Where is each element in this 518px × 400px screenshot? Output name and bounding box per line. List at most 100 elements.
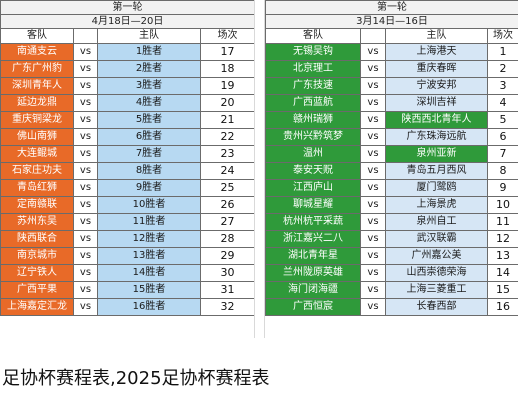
table-row: 青岛红狮 vs 9胜者 25: [0, 179, 255, 197]
away-team-cell: 兰州陇原英雄: [265, 264, 361, 282]
away-team-cell: 南通支云: [0, 43, 74, 61]
home-team-cell: 宁波安邦: [385, 77, 488, 95]
round-title: 第一轮: [0, 0, 255, 15]
home-team-cell: 厦门鹭鸥: [385, 179, 488, 197]
match-number-cell: 1: [487, 43, 518, 61]
away-team-cell: 南京城市: [0, 247, 74, 265]
vs-cell: vs: [360, 298, 386, 316]
vs-cell: vs: [360, 196, 386, 214]
table-row: 广东广州豹 vs 2胜者 18: [0, 60, 255, 78]
home-team-cell: 重庆春晖: [385, 60, 488, 78]
away-team-cell: 赣州瑞狮: [265, 111, 361, 129]
vs-cell: vs: [360, 162, 386, 180]
table-row: 兰州陇原英雄 vs 山西崇德荣海 14: [265, 264, 518, 282]
table-row: 深圳青年人 vs 3胜者 19: [0, 77, 255, 95]
home-team-cell: 15胜者: [97, 281, 201, 299]
vs-cell: vs: [360, 43, 386, 61]
home-team-cell: 泉州自工: [385, 213, 488, 231]
away-team-cell: 定南赣联: [0, 196, 74, 214]
home-team-cell: 2胜者: [97, 60, 201, 78]
vs-cell: vs: [360, 60, 386, 78]
away-team-cell: 泰安天贶: [265, 162, 361, 180]
table-row: 温州 vs 泉州亚新 7: [265, 145, 518, 163]
away-team-cell: 广东技速: [265, 77, 361, 95]
table-row: 广西恒宸 vs 长春西部 16: [265, 298, 518, 316]
match-number-cell: 26: [200, 196, 255, 214]
home-team-cell: 武汉联霸: [385, 230, 488, 248]
away-team-cell: 辽宁铁人: [0, 264, 74, 282]
home-team-cell: 长春西部: [385, 298, 488, 316]
home-team-cell: 1胜者: [97, 43, 201, 61]
match-number-cell: 16: [487, 298, 518, 316]
away-team-cell: 石家庄功夫: [0, 162, 74, 180]
vs-cell: vs: [73, 60, 98, 78]
home-team-cell: 泉州亚新: [385, 145, 488, 163]
home-team-cell: 5胜者: [97, 111, 201, 129]
match-number-cell: 14: [487, 264, 518, 282]
vs-cell: vs: [360, 230, 386, 248]
vs-cell: vs: [73, 247, 98, 265]
header-away: 客队: [0, 28, 74, 44]
match-number-cell: 25: [200, 179, 255, 197]
vs-cell: vs: [360, 77, 386, 95]
away-team-cell: 无锡吴钩: [265, 43, 361, 61]
match-number-cell: 9: [487, 179, 518, 197]
table-row: 辽宁铁人 vs 14胜者 30: [0, 264, 255, 282]
vs-cell: vs: [73, 213, 98, 231]
vs-cell: vs: [360, 145, 386, 163]
table-row: 南通支云 vs 1胜者 17: [0, 43, 255, 61]
home-team-cell: 7胜者: [97, 145, 201, 163]
table-row: 定南赣联 vs 10胜者 26: [0, 196, 255, 214]
table-row: 赣州瑞狮 vs 陕西西北青年人 5: [265, 111, 518, 129]
away-team-cell: 广西平果: [0, 281, 74, 299]
match-number-cell: 21: [200, 111, 255, 129]
vs-cell: vs: [73, 264, 98, 282]
away-team-cell: 浙江嘉兴二八: [265, 230, 361, 248]
home-team-cell: 深圳吉祥: [385, 94, 488, 112]
table-row: 大连鲲城 vs 7胜者 23: [0, 145, 255, 163]
vs-cell: vs: [360, 111, 386, 129]
home-team-cell: 青岛五月西风: [385, 162, 488, 180]
table-row: 广西平果 vs 15胜者 31: [0, 281, 255, 299]
match-number-cell: 10: [487, 196, 518, 214]
header-field: 场次: [200, 28, 255, 44]
match-number-cell: 13: [487, 247, 518, 265]
match-number-cell: 4: [487, 94, 518, 112]
match-number-cell: 8: [487, 162, 518, 180]
table-row: 南京城市 vs 13胜者 29: [0, 247, 255, 265]
home-team-cell: 16胜者: [97, 298, 201, 316]
vs-cell: vs: [73, 162, 98, 180]
match-number-cell: 7: [487, 145, 518, 163]
vs-cell: vs: [73, 77, 98, 95]
away-team-cell: 贵州兴黔筑梦: [265, 128, 361, 146]
column-gap: [254, 0, 265, 338]
spreadsheet-screenshot: 第一轮 4月18日—20日 客队 主队 场次 南通支云 vs 1胜者 17 广东广州豹 v…: [0, 0, 518, 338]
match-number-cell: 20: [200, 94, 255, 112]
match-number-cell: 32: [200, 298, 255, 316]
header-vs-blank: [73, 28, 98, 44]
home-team-cell: 广州嘉公美: [385, 247, 488, 265]
match-number-cell: 24: [200, 162, 255, 180]
table-row: 延边龙鼎 vs 4胜者 20: [0, 94, 255, 112]
home-team-cell: 山西崇德荣海: [385, 264, 488, 282]
away-team-cell: 上海嘉定汇龙: [0, 298, 74, 316]
date-range: 3月14日—16日: [265, 14, 518, 29]
home-team-cell: 10胜者: [97, 196, 201, 214]
vs-cell: vs: [73, 179, 98, 197]
table-row: 泰安天贶 vs 青岛五月西风 8: [265, 162, 518, 180]
match-number-cell: 31: [200, 281, 255, 299]
home-team-cell: 6胜者: [97, 128, 201, 146]
table-row: 上海嘉定汇龙 vs 16胜者 32: [0, 298, 255, 316]
match-number-cell: 11: [487, 213, 518, 231]
home-team-cell: 11胜者: [97, 213, 201, 231]
home-team-cell: 14胜者: [97, 264, 201, 282]
table-row: 重庆铜梁龙 vs 5胜者 21: [0, 111, 255, 129]
away-team-cell: 北京理工: [265, 60, 361, 78]
table-row: 海门闭海疆 vs 上海三菱重工 15: [265, 281, 518, 299]
header-away: 客队: [265, 28, 361, 44]
home-team-cell: 8胜者: [97, 162, 201, 180]
page-caption: 足协杯赛程表,2025足协杯赛程表: [2, 368, 270, 389]
home-team-cell: 上海三菱重工: [385, 281, 488, 299]
table-row: 广西蓝航 vs 深圳吉祥 4: [265, 94, 518, 112]
away-team-cell: 佛山南狮: [0, 128, 74, 146]
